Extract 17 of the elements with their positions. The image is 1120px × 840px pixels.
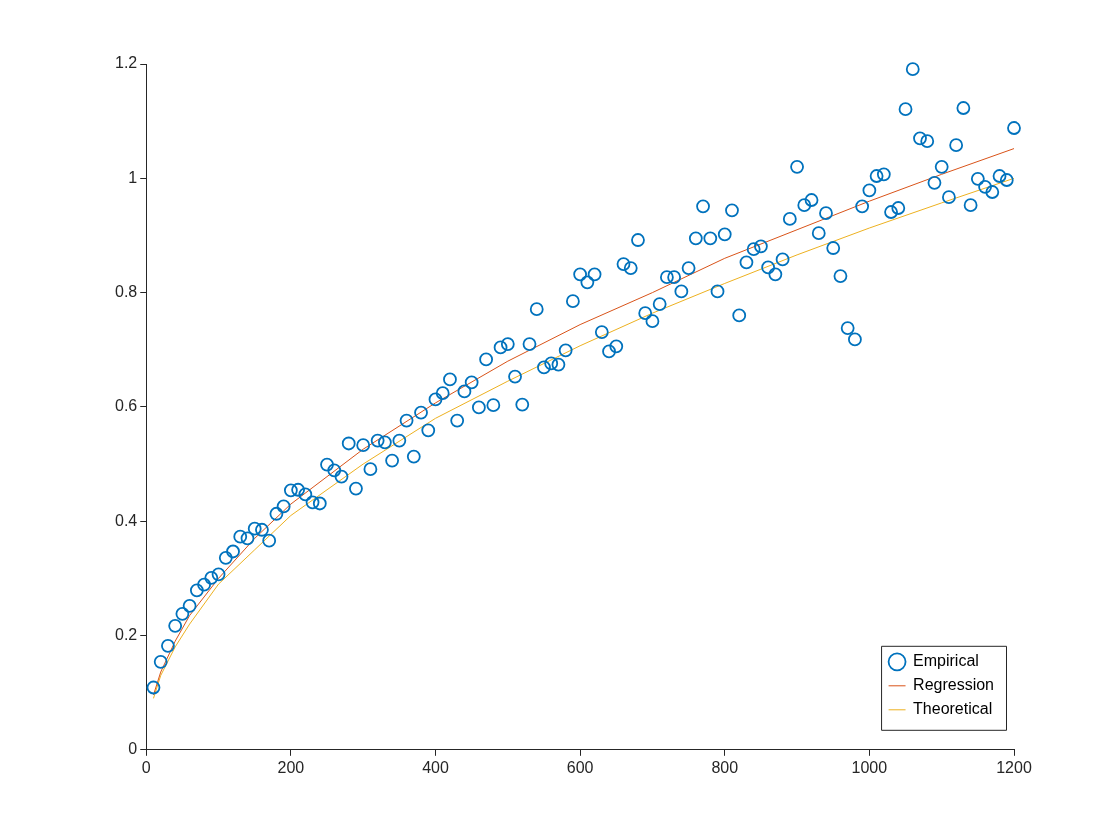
x-tick-label: 1200 (996, 758, 1032, 776)
legend-label: Empirical (913, 652, 979, 670)
x-tick-label: 400 (422, 758, 449, 776)
legend-label: Theoretical (913, 700, 993, 718)
y-tick-label: 1 (128, 168, 138, 186)
y-tick-label: 0 (128, 740, 138, 758)
x-tick-label: 1000 (851, 758, 888, 776)
x-tick-label: 0 (141, 758, 151, 776)
y-tick-label: 0.6 (114, 397, 138, 415)
x-tick-label: 600 (566, 758, 594, 776)
y-tick-label: 0.4 (114, 511, 138, 529)
x-tick-label: 800 (711, 758, 739, 776)
y-tick-label: 0.8 (114, 283, 138, 301)
x-tick-label: 200 (277, 758, 305, 776)
y-tick-label: 0.2 (114, 625, 138, 643)
y-tick-label: 1.2 (114, 54, 138, 72)
legend-label: Regression (913, 676, 995, 694)
